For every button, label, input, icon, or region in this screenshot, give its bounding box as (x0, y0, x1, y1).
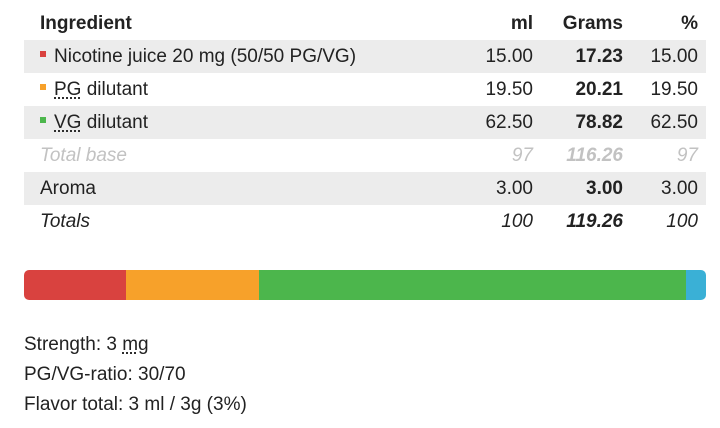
name: Nicotine juice 20 mg (50/50 PG/VG) (54, 45, 357, 67)
strength: Strength: 3 mg (24, 334, 149, 356)
ml: 19.50 (485, 78, 533, 100)
grams: 3.00 (586, 177, 623, 199)
header: Ingredient (40, 12, 132, 34)
row: Aroma 3.00 3.00 3.00 (24, 172, 706, 205)
ml: 97 (511, 144, 533, 166)
flavor: Flavor total: 3 ml / 3g (3%) (24, 394, 247, 415)
grams: 116.26 (566, 144, 623, 166)
ml: 15.00 (485, 45, 533, 67)
abbr: PG (54, 78, 82, 100)
header-row: Ingredient ml Grams % (24, 7, 706, 40)
pct: 62.50 (650, 111, 698, 133)
row: Total base 97 116.26 97 (24, 139, 706, 172)
pct: 3.00 (661, 177, 698, 199)
strength-label: Strength: 3 (24, 334, 117, 355)
unit: mg (122, 334, 149, 355)
ml: 3.00 (496, 177, 533, 199)
color-dot (40, 116, 46, 123)
pct: 100 (666, 210, 698, 232)
grams: 78.82 (575, 111, 623, 133)
bar-segment (259, 270, 686, 300)
name: dilutant (86, 111, 149, 133)
color-dot (40, 83, 46, 90)
grams: 20.21 (575, 78, 623, 100)
header: Grams (562, 12, 623, 34)
grams: 17.23 (575, 45, 623, 67)
ingredient: VG dilutant (24, 106, 433, 139)
grams: 119.26 (566, 210, 623, 232)
name: dilutant (86, 78, 149, 100)
ingredient: Aroma (24, 172, 433, 205)
ml: 100 (501, 210, 533, 232)
row: PG dilutant 19.50 20.21 19.50 (24, 73, 706, 106)
bar-segment (24, 270, 127, 300)
pct: 19.50 (650, 78, 698, 100)
ratio: PG/VG-ratio: 30/70 (24, 364, 186, 385)
ingredient: PG dilutant (24, 73, 433, 106)
row: Totals 100 119.26 100 (24, 205, 706, 238)
ingredient: Totals (24, 205, 433, 238)
ingredient: Total base (24, 139, 433, 172)
header: ml (510, 12, 533, 34)
recipe-table: Ingredient ml Grams % Nicotine juice 20 … (24, 7, 706, 238)
mix-bar (24, 270, 706, 300)
name: Aroma (40, 177, 96, 199)
header: % (681, 12, 698, 34)
pct: 15.00 (650, 45, 698, 67)
name: Total base (40, 144, 127, 166)
color-dot (40, 50, 46, 57)
bar-segment (126, 270, 260, 300)
ml: 62.50 (485, 111, 533, 133)
row: Nicotine juice 20 mg (50/50 PG/VG) 15.00 1… (24, 40, 706, 73)
pct: 97 (676, 144, 698, 166)
ingredient: Nicotine juice 20 mg (50/50 PG/VG) (24, 40, 433, 73)
row: VG dilutant 62.50 78.82 62.50 (24, 106, 706, 139)
bar-segment (685, 270, 706, 300)
abbr: VG (54, 111, 82, 133)
name: Totals (40, 210, 90, 232)
